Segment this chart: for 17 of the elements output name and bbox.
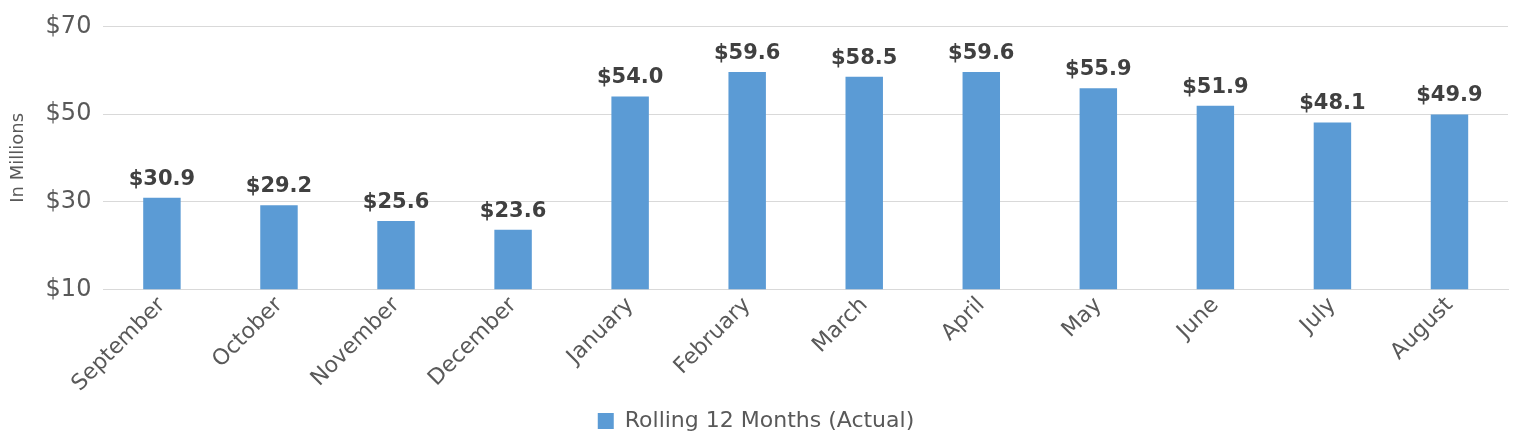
data-label: $49.9 (1416, 82, 1483, 107)
data-label: $29.2 (245, 173, 313, 198)
data-label: $55.9 (1065, 56, 1132, 81)
data-label: $59.6 (713, 39, 781, 64)
y-tick-label: $50 (45, 98, 92, 127)
y-tick-label: $70 (45, 10, 92, 39)
y-axis-title: In Millions (6, 112, 28, 203)
data-label: $30.9 (128, 165, 196, 190)
data-label: $23.6 (479, 197, 547, 222)
data-label: $59.6 (948, 39, 1015, 64)
data-label: $58.5 (831, 44, 898, 69)
data-label: $51.9 (1182, 73, 1249, 98)
data-label: $54.0 (596, 64, 664, 89)
data-label: $48.1 (1299, 90, 1366, 115)
y-tick-label: $30 (45, 185, 92, 214)
legend-label: Rolling 12 Months (Actual) (624, 406, 915, 432)
data-label: $25.6 (362, 188, 430, 213)
